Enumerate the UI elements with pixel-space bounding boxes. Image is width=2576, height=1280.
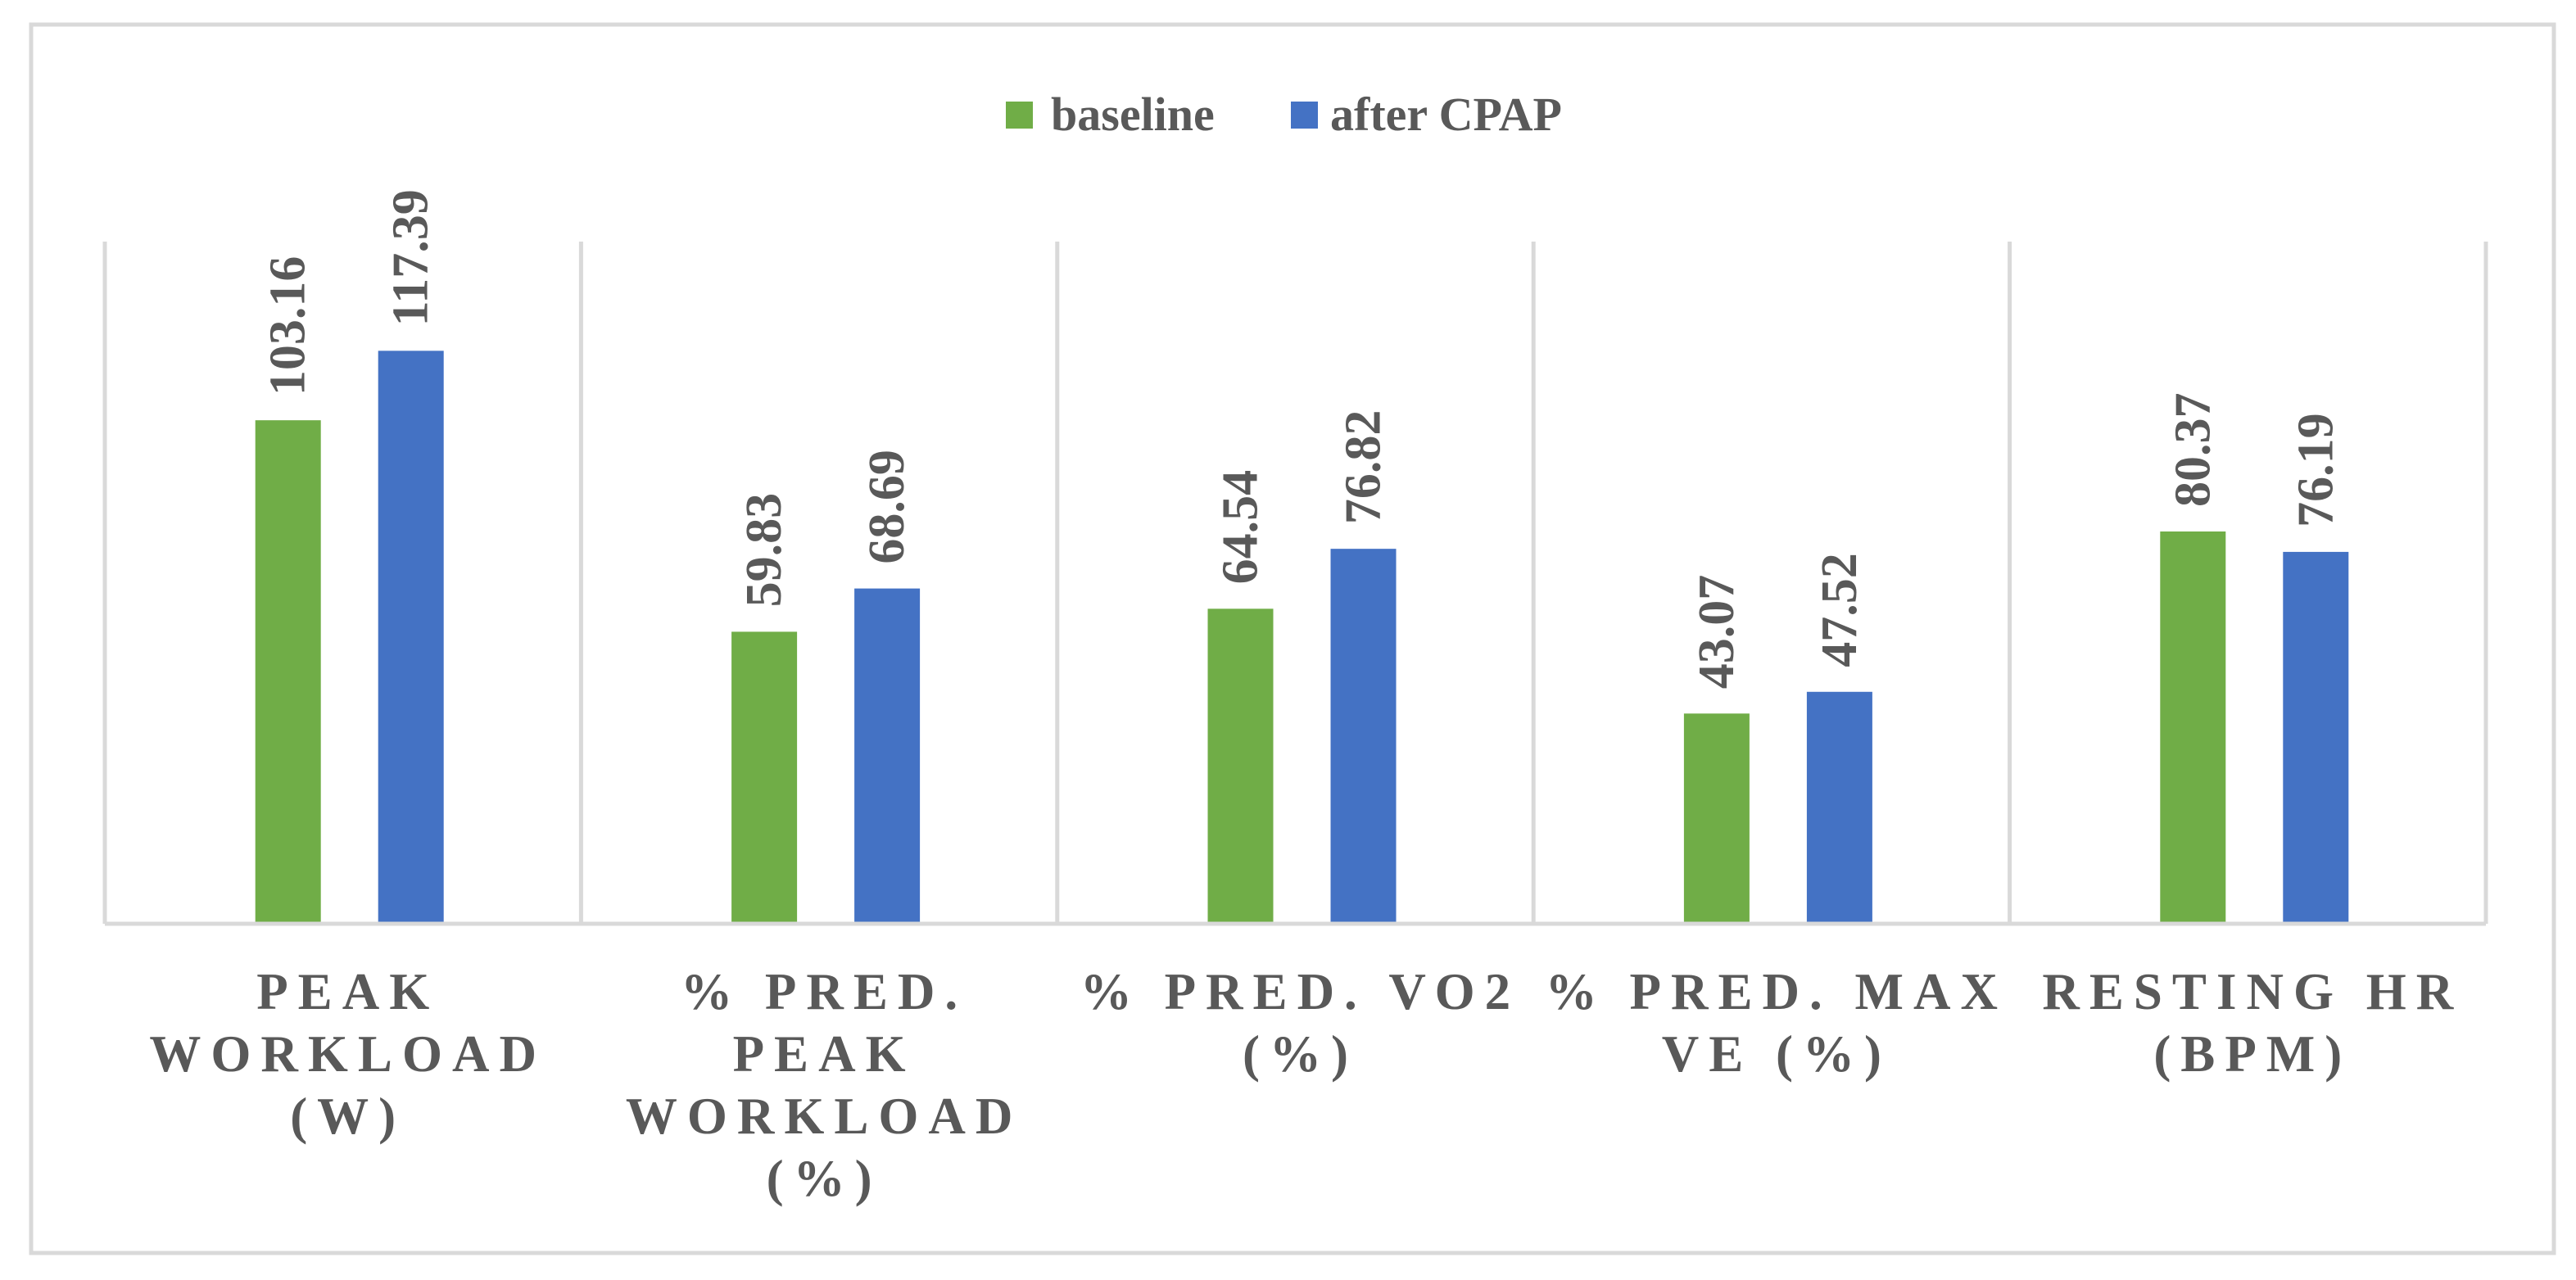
category-label: WORKLOAD — [626, 1088, 1023, 1145]
data-label: 117.39 — [383, 189, 439, 326]
legend-label: baseline — [1051, 88, 1215, 141]
bar-baseline — [1207, 608, 1274, 924]
legend-swatch — [1006, 102, 1033, 129]
category-label: (W) — [290, 1088, 405, 1145]
category-dividers — [102, 242, 2488, 924]
data-label: 80.37 — [2165, 392, 2221, 507]
bar-baseline — [1683, 713, 1750, 924]
legend-label: after CPAP — [1330, 88, 1562, 141]
category-label: % PRED. — [681, 963, 967, 1020]
data-label: 68.69 — [859, 450, 915, 564]
bars — [255, 351, 2349, 924]
bar-after-cpap — [854, 588, 921, 924]
data-label: 43.07 — [1689, 575, 1745, 690]
category-label: % PRED. MAX — [1546, 963, 2008, 1020]
data-label: 64.54 — [1213, 470, 1269, 585]
category-label: (%) — [767, 1150, 882, 1207]
bar-after-cpap — [378, 351, 444, 924]
category-label: (BPM) — [2153, 1025, 2352, 1083]
category-label: PEAK — [733, 1025, 916, 1083]
category-label: (%) — [1243, 1025, 1358, 1083]
data-labels: 103.16 59.83 64.54 43.07 80.37 117.39 68.69 76.… — [260, 189, 2344, 689]
bar-baseline — [255, 420, 321, 924]
category-label: PEAK — [256, 963, 439, 1020]
category-label: VE (%) — [1662, 1025, 1891, 1083]
bar-after-cpap — [1806, 691, 1872, 924]
data-label: 76.19 — [2288, 413, 2343, 527]
category-label: RESTING HR — [2042, 963, 2463, 1020]
category-label: % PRED. VO2 — [1080, 963, 1520, 1020]
legend-swatch — [1291, 102, 1318, 129]
data-label: 47.52 — [1812, 553, 1867, 667]
bar-baseline — [731, 631, 798, 924]
bar-after-cpap — [2283, 551, 2349, 924]
chart-border — [29, 22, 2556, 1255]
bar-baseline — [2160, 531, 2226, 924]
legend: baseline after CPAP — [1006, 88, 1562, 141]
category-label: WORKLOAD — [149, 1025, 546, 1083]
data-label: 76.82 — [1336, 410, 1392, 525]
bar-after-cpap — [1330, 549, 1397, 924]
data-label: 103.16 — [260, 256, 316, 396]
data-label: 59.83 — [736, 493, 792, 608]
